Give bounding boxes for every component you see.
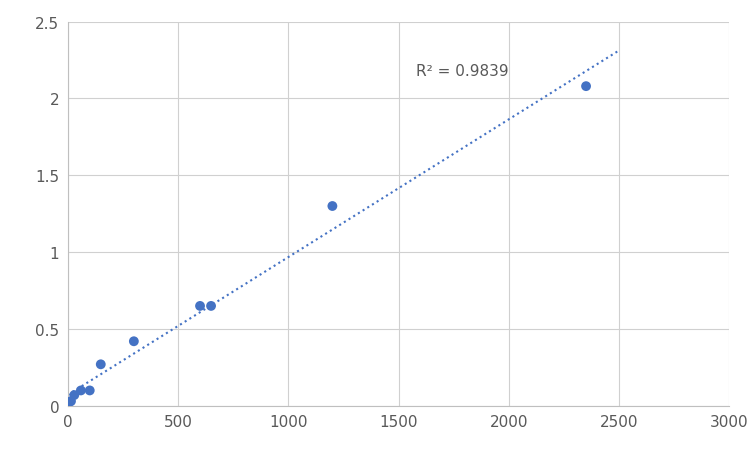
- Point: [65, 398, 77, 405]
- Point: [580, 83, 592, 91]
- Text: R² = 0.9839: R² = 0.9839: [416, 64, 509, 79]
- Point: [68, 391, 80, 399]
- Point: [75, 387, 87, 394]
- Point: [83, 387, 96, 394]
- Point: [194, 303, 206, 310]
- Point: [326, 203, 338, 210]
- Point: [62, 402, 74, 410]
- Point: [128, 338, 140, 345]
- Point: [205, 303, 217, 310]
- Point: [95, 361, 107, 368]
